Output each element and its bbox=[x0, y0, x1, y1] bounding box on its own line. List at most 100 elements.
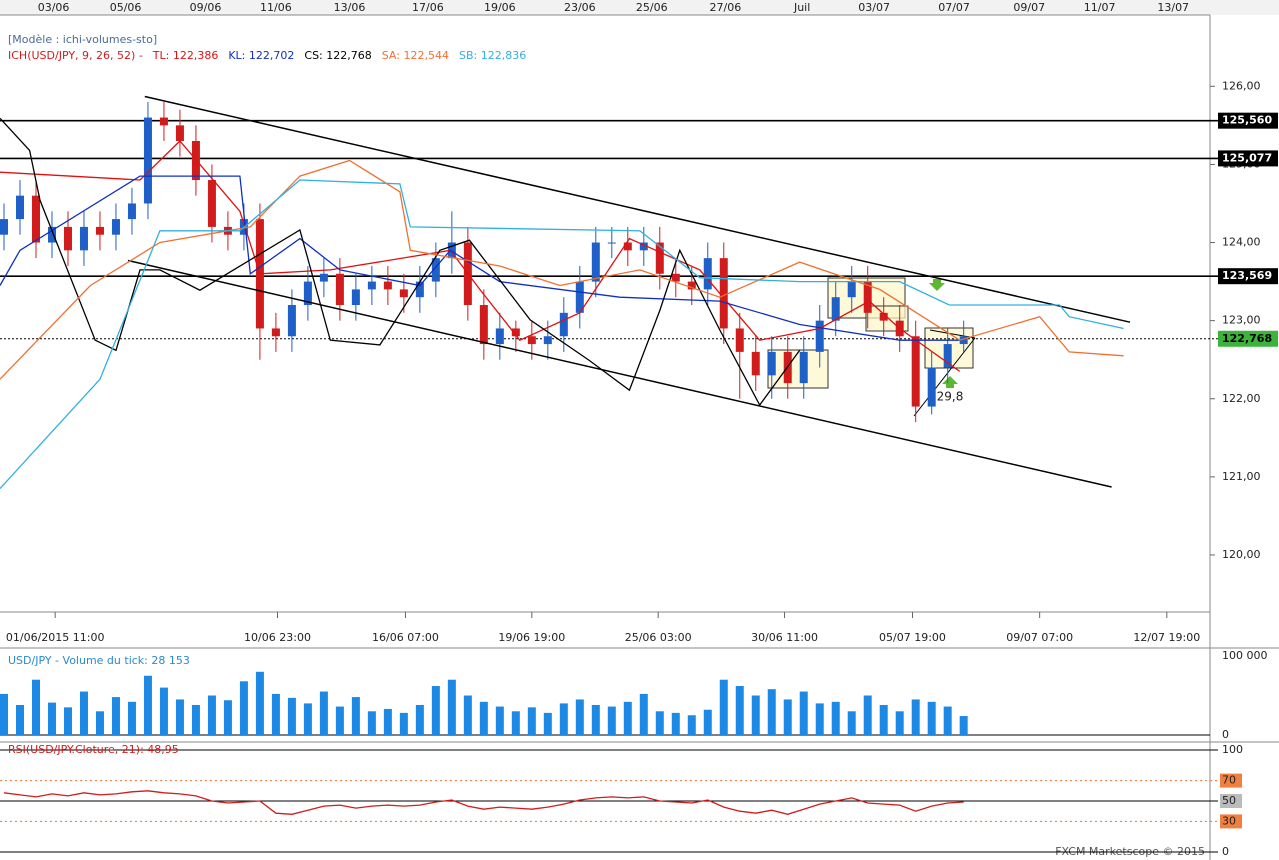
level-box bbox=[1218, 112, 1278, 129]
x-tick-label: 01/06/2015 11:00 bbox=[6, 631, 105, 644]
volume-bar bbox=[31, 679, 40, 735]
x-tick-label: 19/06 19:00 bbox=[498, 631, 565, 644]
candle-body bbox=[687, 281, 696, 290]
y-tick-label: 0 bbox=[1222, 845, 1229, 858]
y-tick-box bbox=[1220, 773, 1242, 788]
candle-body bbox=[431, 258, 440, 282]
candle-body bbox=[591, 242, 600, 282]
top-x-tick-label: 03/07 bbox=[858, 1, 890, 14]
y-tick-label: 120,00 bbox=[1222, 548, 1261, 561]
candle-body bbox=[351, 289, 360, 306]
candle-body bbox=[335, 273, 344, 306]
candle-body bbox=[399, 289, 408, 298]
volume-bar bbox=[879, 704, 888, 735]
candle-body bbox=[927, 367, 936, 407]
x-tick-label: 10/06 23:00 bbox=[244, 631, 311, 644]
y-tick-box bbox=[1220, 814, 1242, 829]
trend-line bbox=[127, 259, 1112, 488]
x-tick-label: 25/06 03:00 bbox=[625, 631, 692, 644]
level-box bbox=[1218, 268, 1278, 285]
volume-bar bbox=[479, 701, 488, 735]
candle-body bbox=[815, 320, 824, 352]
candle-body bbox=[95, 226, 104, 235]
volume-bar bbox=[95, 711, 104, 735]
volume-bar bbox=[367, 711, 376, 735]
x-tick-label: 09/07 07:00 bbox=[1006, 631, 1073, 644]
volume-bar bbox=[607, 706, 616, 735]
top-axis-band bbox=[0, 0, 1279, 15]
candle-body bbox=[207, 180, 216, 227]
rsi-line bbox=[3, 790, 964, 815]
candle-body bbox=[63, 226, 72, 251]
volume-bar bbox=[639, 693, 648, 735]
candle-body bbox=[543, 336, 552, 345]
candle-body bbox=[575, 281, 584, 313]
candle-body bbox=[959, 336, 968, 345]
candle-body bbox=[175, 125, 184, 141]
candle-body bbox=[639, 242, 648, 251]
candle-body bbox=[655, 242, 664, 274]
legend-entry: KL: 122,702 bbox=[228, 49, 294, 62]
volume-bar bbox=[399, 712, 408, 735]
candle-body bbox=[511, 328, 520, 337]
top-x-tick-label: 09/06 bbox=[190, 1, 222, 14]
pattern-box bbox=[767, 349, 829, 389]
top-x-tick-label: 07/07 bbox=[938, 1, 970, 14]
candle-body bbox=[111, 219, 120, 235]
volume-bar bbox=[927, 701, 936, 735]
volume-bar bbox=[687, 715, 696, 735]
legend-entry: TL: 122,386 bbox=[152, 49, 219, 62]
volume-bar bbox=[911, 699, 920, 735]
volume-bar bbox=[799, 691, 808, 735]
volume-bar bbox=[719, 679, 728, 735]
indicator-label: ICH(USD/JPY, 9, 26, 52) - bbox=[8, 49, 143, 62]
volume-bar bbox=[143, 675, 152, 735]
template-label: [Modèle : ichi-volumes-sto] bbox=[8, 33, 157, 46]
top-x-tick-label: 11/07 bbox=[1084, 1, 1116, 14]
volume-bar bbox=[351, 697, 360, 735]
panel-title: USD/JPY - Volume du tick: 28 153 bbox=[8, 654, 190, 667]
indicator-line bbox=[0, 179, 1124, 490]
candle-body bbox=[799, 351, 808, 384]
y-tick-label: 124,00 bbox=[1222, 236, 1261, 249]
candle-body bbox=[671, 273, 680, 282]
candle-body bbox=[527, 336, 536, 345]
x-tick-label: 16/06 07:00 bbox=[372, 631, 439, 644]
candle-body bbox=[303, 281, 312, 306]
volume-bar bbox=[335, 706, 344, 735]
volume-bar bbox=[831, 701, 840, 735]
annotation: 29,8 bbox=[937, 390, 964, 404]
volume-bar bbox=[447, 679, 456, 735]
volume-bar bbox=[431, 686, 440, 735]
top-x-tick-label: 23/06 bbox=[564, 1, 596, 14]
volume-bar bbox=[863, 695, 872, 735]
volume-bar bbox=[271, 693, 280, 735]
y-tick-label: 100 000 bbox=[1222, 649, 1268, 662]
top-x-tick-label: 05/06 bbox=[110, 1, 142, 14]
volume-bar bbox=[15, 704, 24, 735]
candle-body bbox=[623, 242, 632, 251]
top-x-tick-label: 19/06 bbox=[484, 1, 516, 14]
candle-body bbox=[383, 281, 392, 290]
volume-bar bbox=[783, 699, 792, 735]
candle-body bbox=[943, 344, 952, 368]
volume-bar bbox=[175, 699, 184, 735]
volume-bar bbox=[239, 681, 248, 735]
volume-bar bbox=[559, 703, 568, 735]
volume-bar bbox=[767, 689, 776, 735]
top-x-tick-label: 11/06 bbox=[260, 1, 292, 14]
trend-line bbox=[144, 95, 1131, 323]
level-box bbox=[1218, 150, 1278, 167]
top-x-tick-label: Juil bbox=[793, 1, 810, 14]
volume-bar bbox=[0, 693, 8, 735]
candle-body bbox=[447, 242, 456, 259]
last-price-label: 122,768 bbox=[1222, 332, 1272, 345]
volume-bar bbox=[575, 699, 584, 735]
indicator-line bbox=[0, 117, 801, 407]
candle-body bbox=[47, 226, 56, 243]
volume-bar bbox=[223, 700, 232, 735]
candle-body bbox=[495, 328, 504, 345]
candle-body bbox=[287, 305, 296, 337]
